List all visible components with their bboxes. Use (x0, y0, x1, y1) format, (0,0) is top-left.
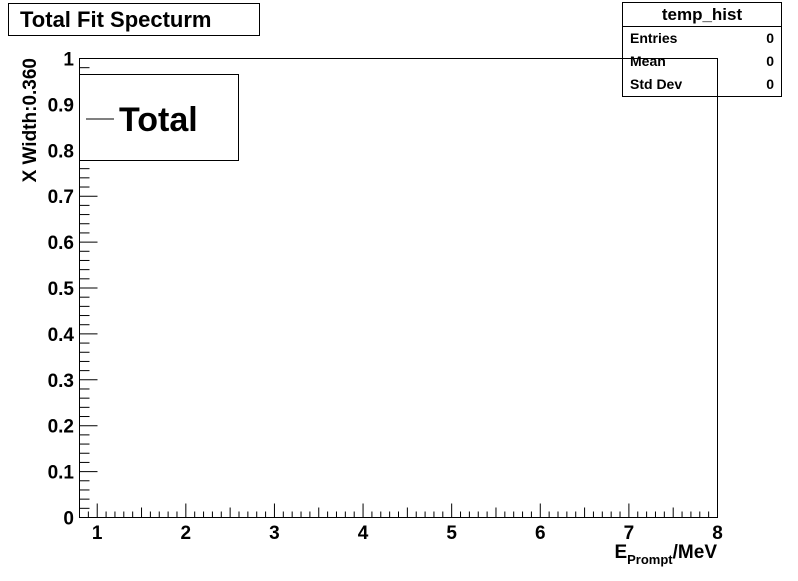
stats-mean-value: 0 (766, 53, 774, 69)
x-tick-label: 3 (269, 523, 280, 544)
stats-mean-label: Mean (630, 53, 666, 69)
stats-stddev-label: Std Dev (630, 76, 682, 92)
y-tick-label: 0.5 (48, 279, 75, 300)
x-tick-label: 1 (92, 523, 103, 544)
x-tick-label: 6 (535, 523, 546, 544)
y-tick-label: 0.8 (48, 141, 74, 162)
x-axis-tick-labels: 1 2 3 4 5 6 7 8 (92, 523, 723, 544)
chart-title: Total Fit Specturm (20, 7, 212, 32)
y-tick-label: 0.9 (48, 95, 74, 116)
y-tick-label: 0.2 (48, 417, 74, 438)
y-tick-label: 0.6 (48, 233, 74, 254)
y-tick-label: 0.4 (48, 325, 75, 346)
y-tick-label: 0.7 (48, 187, 74, 208)
legend-frame (79, 74, 239, 161)
y-axis-tick-labels: 0 0.1 0.2 0.3 0.4 0.5 0.6 0.7 0.8 0.9 1 (48, 50, 75, 530)
x-tick-label: 5 (446, 523, 457, 544)
x-axis-label-main: E (614, 542, 627, 563)
y-tick-label: 0 (63, 509, 74, 530)
stats-box-frame (622, 2, 782, 97)
y-tick-label: 0.3 (48, 371, 74, 392)
y-tick-label: 0.1 (48, 463, 75, 484)
chart-title-box: Total Fit Specturm (8, 3, 260, 36)
x-tick-label: 8 (712, 523, 723, 544)
stats-box-title: temp_hist (662, 5, 743, 24)
x-axis-ticks (79, 503, 718, 518)
legend: Total (79, 74, 239, 161)
x-axis-label-subscript: Prompt (627, 552, 673, 567)
x-tick-label: 4 (358, 523, 369, 544)
chart-title-frame (8, 3, 260, 36)
x-axis-label-suffix: /MeV (673, 542, 718, 563)
x-tick-label: 7 (624, 523, 635, 544)
y-axis-label: X Width:0.360 (20, 58, 41, 182)
x-tick-label: 2 (181, 523, 192, 544)
y-tick-label: 1 (63, 50, 74, 71)
x-axis-label: EPrompt/MeV (614, 542, 717, 567)
stats-entries-value: 0 (766, 30, 774, 46)
legend-label-total: Total (119, 101, 198, 139)
stats-box: temp_hist Entries 0 Mean 0 Std Dev 0 (622, 2, 782, 97)
stats-entries-label: Entries (630, 30, 678, 46)
stats-stddev-value: 0 (766, 76, 774, 92)
